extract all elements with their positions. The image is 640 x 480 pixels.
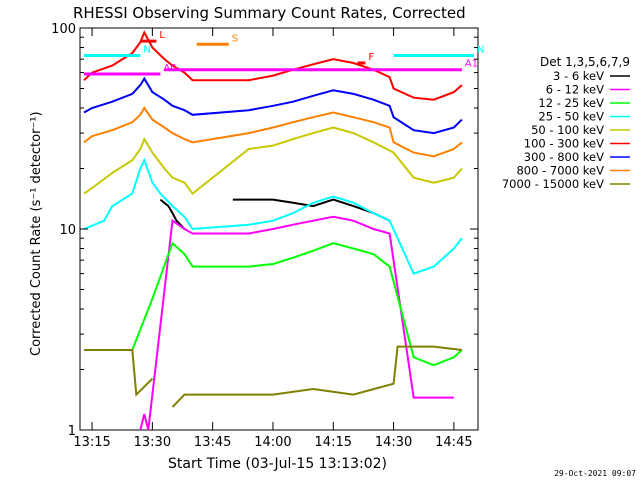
legend-label-5: 100 - 300 keV	[524, 137, 604, 151]
y-tick-label-1: 10	[59, 223, 76, 238]
y-axis: 1 10 100	[51, 22, 478, 439]
timestamp: 29-Oct-2021 09:07	[554, 469, 636, 478]
annotation-label-6: L	[159, 30, 165, 41]
annotation-label-4: F	[368, 52, 374, 63]
x-tick-label-1: 13:30	[134, 435, 171, 450]
series-line-6	[83, 76, 463, 135]
x-axis: 13:15 13:30 13:45 14:00 14:15 14:30 14:45	[73, 28, 473, 450]
legend-label-8: 7000 - 15000 keV	[502, 177, 604, 191]
x-tick-label-5: 14:30	[375, 435, 412, 450]
series-line-7	[83, 106, 463, 158]
annotation-label-3: A1	[465, 59, 478, 70]
legend-label-4: 50 - 100 keV	[531, 123, 604, 137]
x-tick-label-6: 14:45	[435, 435, 472, 450]
series-line-3	[83, 157, 463, 275]
series-layer	[83, 30, 463, 431]
annotation-label-5: N	[477, 44, 484, 55]
x-tick-label-2: 13:45	[194, 435, 231, 450]
x-tick-label-4: 14:15	[315, 435, 352, 450]
x-axis-label: Start Time (03-Jul-15 13:13:02)	[168, 456, 387, 472]
series-line-1	[139, 215, 454, 431]
legend-label-1: 6 - 12 keV	[546, 83, 604, 97]
series-line-4	[83, 126, 463, 196]
chart-title: RHESSI Observing Summary Count Rates, Co…	[73, 4, 466, 22]
legend-label-6: 300 - 800 keV	[524, 150, 604, 164]
legend-label-0: 3 - 6 keV	[553, 69, 604, 83]
y-tick-label-2: 100	[51, 22, 76, 37]
legend-label-2: 12 - 25 keV	[538, 96, 604, 110]
annotation-label-0: N	[143, 44, 150, 55]
annotation-layer: NSA0A1FNL	[84, 30, 484, 76]
series-line-8	[84, 345, 463, 408]
plot-area: NSA0A1FNL 13:1513:3013:4514:0014:1514:30…	[51, 22, 484, 450]
x-tick-label-0: 13:15	[73, 435, 110, 450]
x-tick-label-3: 14:00	[254, 435, 291, 450]
legend-label-3: 25 - 50 keV	[538, 110, 604, 124]
y-axis-label: Corrected Count Rate (s⁻¹ detector⁻¹)	[29, 111, 44, 356]
annotation-label-1: S	[232, 33, 238, 44]
legend-label-7: 800 - 7000 keV	[516, 164, 604, 178]
legend-title: Det 1,3,5,6,7,9	[540, 55, 630, 69]
y-tick-label-0: 1	[68, 424, 76, 439]
series-line-2	[131, 241, 463, 367]
series-line-5	[83, 30, 463, 101]
